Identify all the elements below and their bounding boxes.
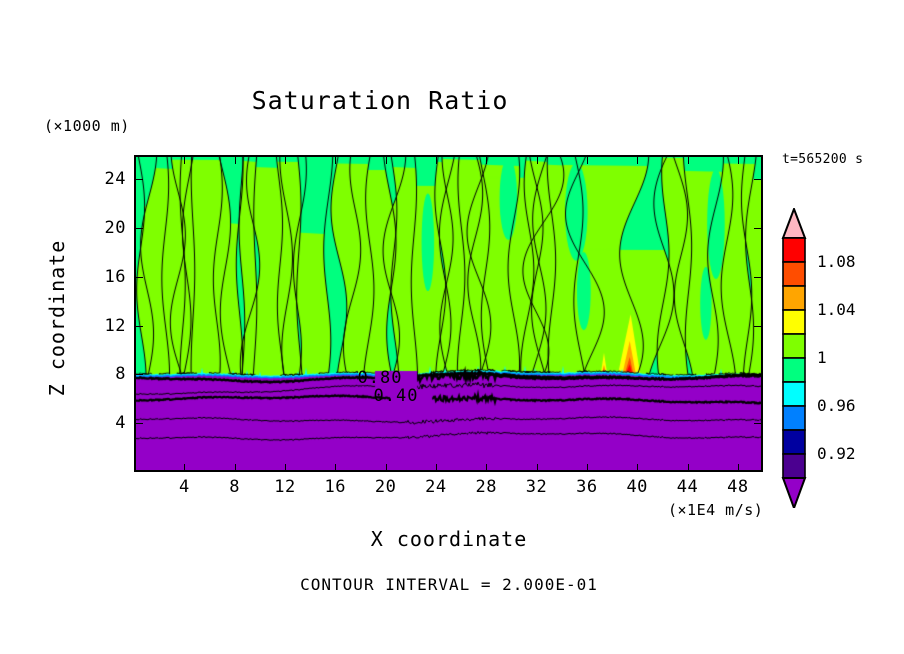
colorbar-band <box>782 405 806 431</box>
x-axis-tick <box>637 464 639 471</box>
y-axis-tick-label: 12 <box>104 315 126 336</box>
x-axis-tick <box>486 464 488 471</box>
contour-line-label: 0.80 <box>357 368 403 388</box>
x-axis-tick-label: 48 <box>727 477 749 497</box>
colorbar-tick-label: 0.96 <box>817 396 856 415</box>
y-axis-tick-label: 8 <box>115 364 126 385</box>
x-axis-tick <box>385 157 387 164</box>
x-axis-tick <box>184 157 186 164</box>
colorbar-tick-label: 1.04 <box>817 300 856 319</box>
x-axis-tick <box>586 157 588 164</box>
colorbar[interactable]: 1.08 1.04 1 0.96 0.92 <box>781 208 891 508</box>
x-axis-tick <box>737 464 739 471</box>
x-axis-tick-label: 12 <box>274 477 296 497</box>
y-axis-tick-label: 24 <box>104 169 126 190</box>
x-axis-tick <box>536 157 538 164</box>
x-axis-tick <box>234 157 236 164</box>
x-axis-tick <box>435 157 437 164</box>
x-axis-title: X coordinate <box>370 527 528 551</box>
y-axis-tick <box>754 325 761 327</box>
y-axis-tick <box>136 228 143 230</box>
colorbar-band <box>782 333 806 359</box>
contour-field-canvas <box>136 157 761 470</box>
contour-plot-area[interactable] <box>134 155 763 472</box>
y-axis-tick <box>136 325 143 327</box>
timestamp-label: t=565200 s <box>782 152 864 167</box>
y-axis-tick <box>136 374 143 376</box>
y-axis-tick-label: 4 <box>115 413 126 434</box>
y-axis-tick <box>754 179 761 181</box>
x-axis-tick <box>687 157 689 164</box>
colorbar-svg: 1.08 1.04 1 0.96 0.92 <box>781 208 856 508</box>
x-axis-tick <box>536 464 538 471</box>
x-axis-tick-label: 24 <box>425 477 447 497</box>
y-axis-tick <box>754 228 761 230</box>
y-axis-tick <box>754 276 761 278</box>
x-axis-tick <box>435 464 437 471</box>
contour-line-label: 0.40 <box>373 386 419 406</box>
x-axis-tick-label: 28 <box>475 477 497 497</box>
colorbar-cap-bottom <box>781 477 807 508</box>
x-axis-tick <box>335 464 337 471</box>
x-axis-tick-label: 8 <box>229 477 240 497</box>
x-axis-tick <box>184 464 186 471</box>
colorbar-band <box>782 309 806 335</box>
colorbar-units-label: (×1E4 m/s) <box>668 501 764 519</box>
y-axis-tick-label: 20 <box>104 218 126 239</box>
x-axis-tick <box>234 464 236 471</box>
x-axis-tick-label: 16 <box>324 477 347 497</box>
x-axis-tick-label: 40 <box>626 477 648 497</box>
colorbar-band <box>782 381 806 407</box>
x-axis-tick <box>687 464 689 471</box>
y-axis-tick <box>136 423 143 425</box>
x-axis-tick <box>637 157 639 164</box>
x-axis-tick-label: 44 <box>676 477 699 497</box>
y-axis-tick <box>754 374 761 376</box>
x-axis-tick-label: 20 <box>374 477 397 497</box>
x-axis-tick <box>385 464 387 471</box>
x-axis-tick <box>284 464 286 471</box>
colorbar-band <box>782 357 806 383</box>
colorbar-tick-label: 1.08 <box>817 252 856 271</box>
colorbar-band <box>782 237 806 263</box>
x-axis-tick-label: 36 <box>576 477 598 497</box>
y-axis-tick-label: 16 <box>104 266 126 287</box>
x-axis-tick <box>284 157 286 164</box>
colorbar-cap-top <box>781 208 807 239</box>
colorbar-tick-label: 1 <box>817 348 827 367</box>
page-title: Saturation Ratio <box>251 86 509 115</box>
colorbar-band <box>782 453 806 479</box>
x-axis-tick <box>486 157 488 164</box>
x-axis-tick-label: 4 <box>178 477 190 497</box>
y-axis-tick <box>754 423 761 425</box>
colorbar-tick-label: 0.92 <box>817 444 856 463</box>
y-axis-tick <box>136 179 143 181</box>
y-axis-tick <box>136 276 143 278</box>
colorbar-band <box>782 429 806 455</box>
x-axis-tick <box>586 464 588 471</box>
x-axis-tick-label: 32 <box>525 477 548 497</box>
y-axis-units-label: (×1000 m) <box>44 117 130 135</box>
colorbar-band <box>782 285 806 311</box>
contour-interval-label: CONTOUR INTERVAL = 2.000E-01 <box>300 575 598 594</box>
y-axis-title: Z coordinate <box>45 239 69 397</box>
x-axis-tick <box>737 157 739 164</box>
colorbar-band <box>782 261 806 287</box>
x-axis-tick <box>335 157 337 164</box>
